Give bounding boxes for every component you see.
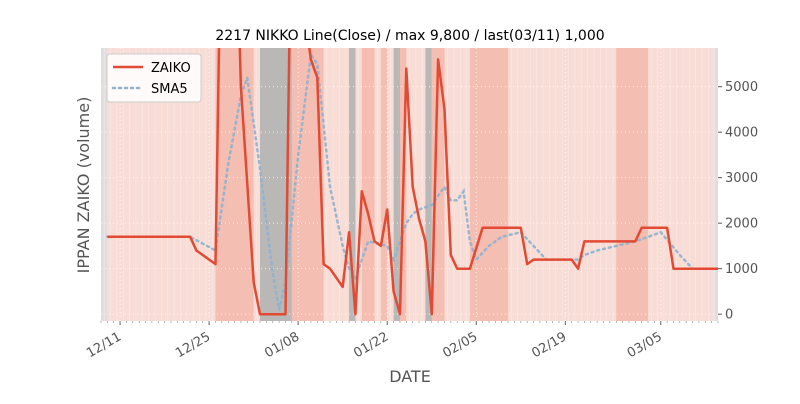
daily-stripe (122, 48, 124, 321)
chart-title: 2217 NIKKO Line(Close) / max 9,800 / las… (215, 28, 604, 44)
daily-stripe (326, 48, 328, 321)
series-line-sma5 (106, 51, 718, 310)
daily-stripe (180, 48, 181, 321)
daily-stripe (587, 48, 588, 321)
daily-stripe (332, 48, 334, 321)
shaded-range-3 (349, 48, 356, 321)
daily-stripe (415, 48, 417, 321)
y-tick-label: 1000 (725, 262, 758, 277)
daily-stripe (682, 48, 684, 321)
shaded-range-4 (361, 48, 375, 321)
daily-stripe (199, 48, 200, 321)
y-tick-label: 0 (725, 308, 733, 323)
daily-stripe (549, 48, 550, 321)
shaded-range-6 (393, 48, 400, 321)
daily-stripe (689, 48, 690, 321)
daily-stripe (460, 48, 461, 321)
daily-stripe (593, 48, 595, 321)
daily-stripe (523, 48, 525, 321)
daily-stripe (116, 48, 118, 321)
daily-stripe (211, 48, 213, 321)
daily-stripe (167, 48, 169, 321)
x-axis-label: DATE (389, 367, 431, 386)
legend-label-zaiko: ZAIKO (151, 61, 191, 76)
daily-stripe (574, 48, 576, 321)
daily-stripe (192, 48, 194, 321)
daily-stripe (580, 48, 582, 321)
daily-stripe (154, 48, 156, 321)
daily-stripe (173, 48, 175, 321)
shaded-range-10 (469, 48, 509, 321)
daily-stripe (135, 48, 137, 321)
daily-stripe (701, 48, 703, 321)
shaded-range-9 (431, 48, 445, 321)
daily-stripe (453, 48, 455, 321)
daily-stripe (148, 48, 150, 321)
daily-stripe (129, 48, 130, 321)
y-tick-label: 3000 (725, 171, 758, 186)
daily-stripe (186, 48, 188, 321)
daily-stripe (536, 48, 538, 321)
daily-stripe (606, 48, 608, 321)
shaded-range-5 (380, 48, 388, 321)
daily-stripe (561, 48, 563, 321)
daily-stripe (676, 48, 677, 321)
y-tick-label: 5000 (725, 80, 758, 95)
daily-stripe (657, 48, 658, 321)
daily-stripe (421, 48, 423, 321)
y-tick-label: 4000 (725, 126, 758, 141)
daily-stripe (466, 48, 468, 321)
daily-stripe (256, 48, 258, 321)
daily-stripe (650, 48, 652, 321)
daily-stripe (161, 48, 162, 321)
daily-stripe (600, 48, 601, 321)
series-line-zaiko (107, 48, 718, 316)
daily-stripe (695, 48, 697, 321)
daily-stripe (542, 48, 544, 321)
daily-stripe (390, 48, 391, 321)
edge-strip-right (714, 48, 718, 321)
daily-stripe (708, 48, 709, 321)
daily-stripe (612, 48, 614, 321)
legend-label-sma5: SMA5 (151, 82, 188, 97)
daily-stripe (714, 48, 716, 321)
daily-stripe (568, 48, 569, 321)
y-axis-label: IPPAN ZAIKO (volume) (74, 97, 93, 274)
daily-stripe (510, 48, 512, 321)
shaded-range-11 (616, 48, 649, 321)
daily-stripe (663, 48, 665, 321)
daily-stripe (358, 48, 359, 321)
daily-stripe (409, 48, 410, 321)
shaded-range-8 (425, 48, 432, 321)
daily-stripe (205, 48, 207, 321)
daily-stripe (669, 48, 671, 321)
daily-stripe (517, 48, 518, 321)
daily-stripe (142, 48, 143, 321)
daily-stripe (377, 48, 379, 321)
daily-stripe (110, 48, 111, 321)
daily-stripe (530, 48, 531, 321)
daily-stripe (103, 48, 105, 321)
legend: ZAIKO SMA5 (106, 53, 202, 103)
daily-stripe (339, 48, 340, 321)
daily-stripe (345, 48, 347, 321)
daily-stripe (555, 48, 557, 321)
y-tick-label: 2000 (725, 217, 758, 232)
